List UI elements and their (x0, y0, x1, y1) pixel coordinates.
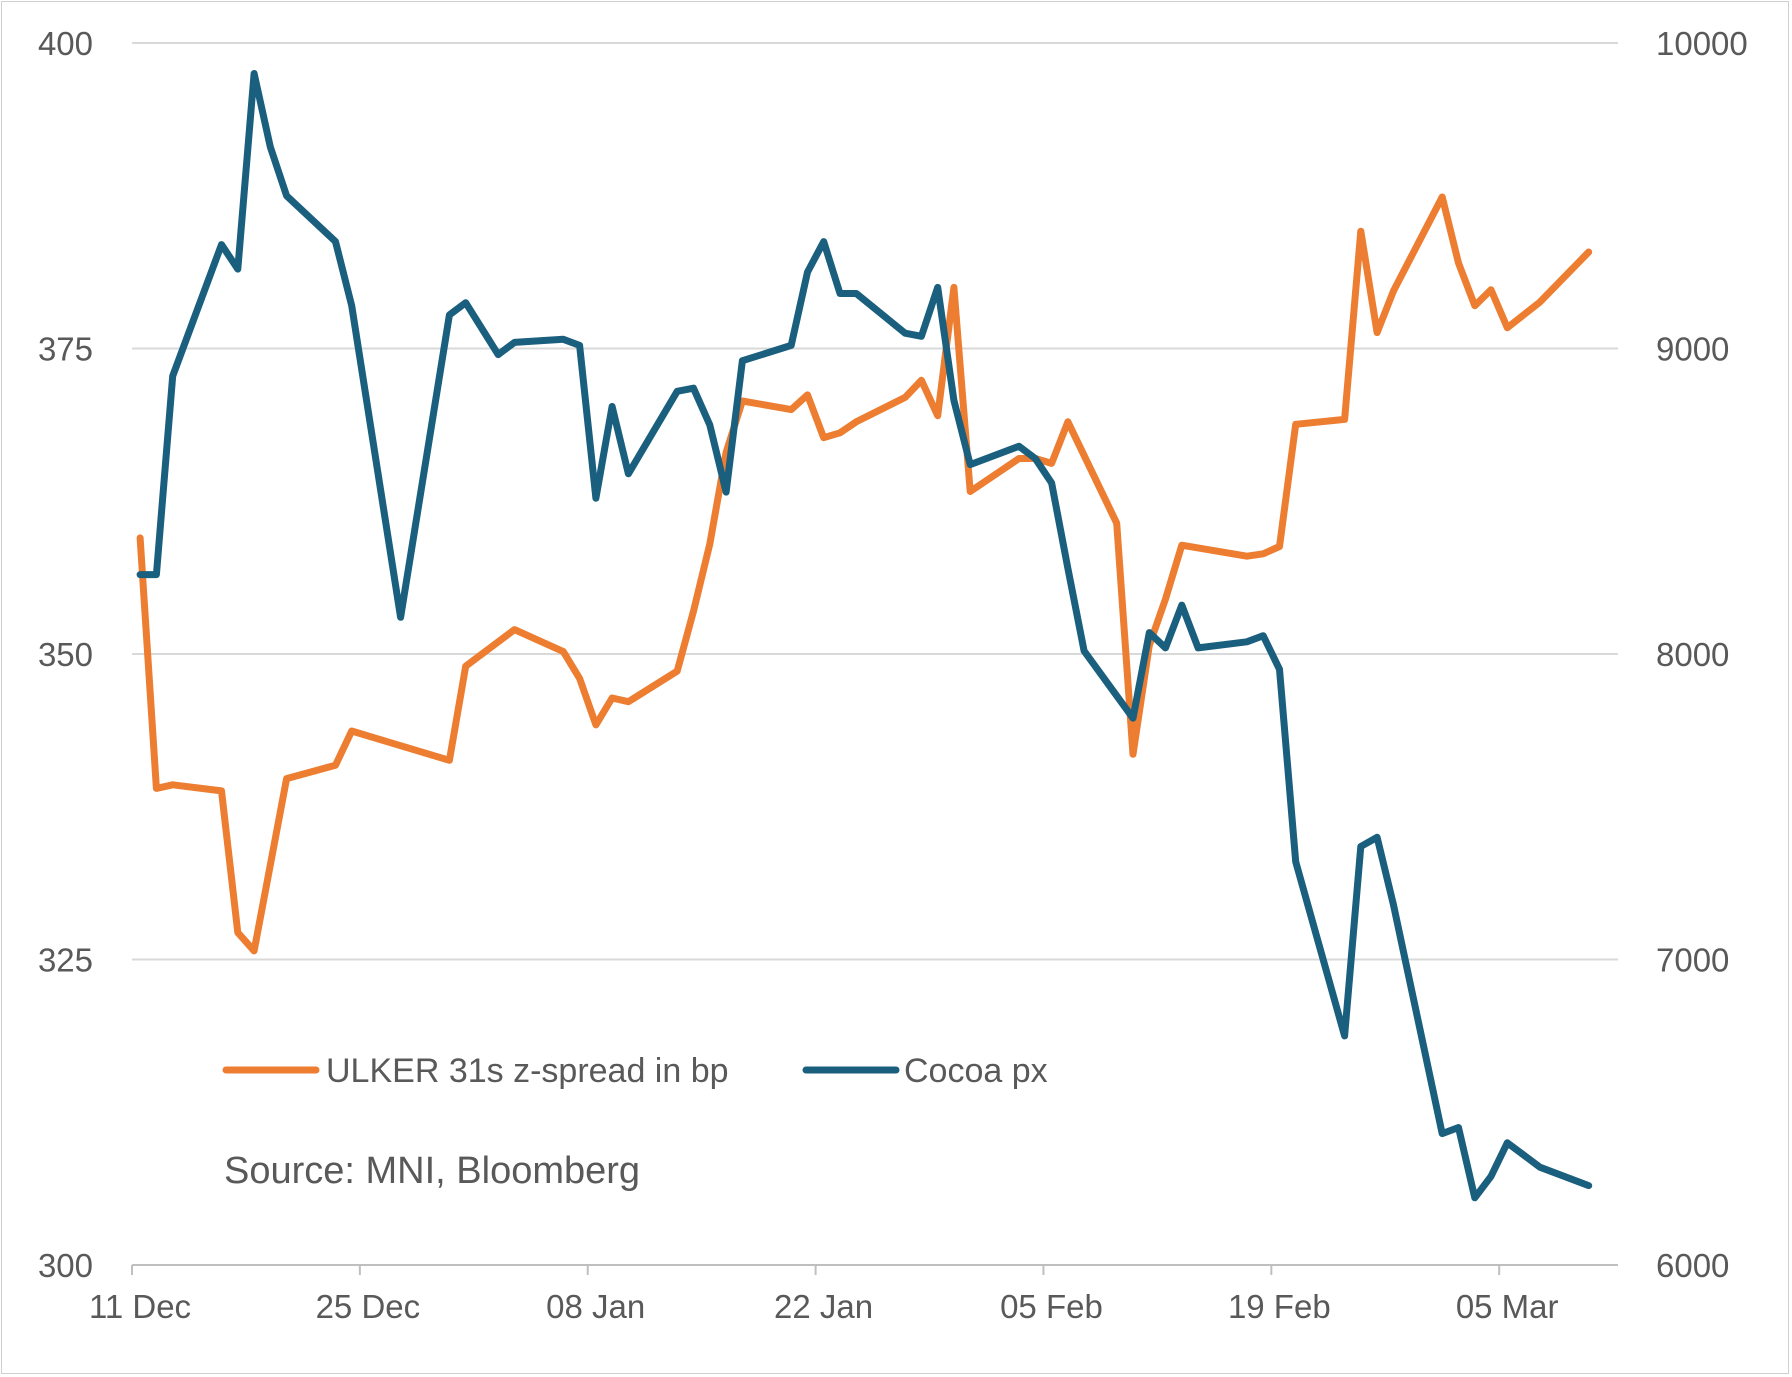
y-tick-right: 7000 (1656, 942, 1729, 979)
right-y-axis: 10000 9000 8000 7000 6000 (1656, 25, 1748, 1284)
x-tick-label: 05 Mar (1456, 1288, 1559, 1325)
y-tick-left: 300 (38, 1247, 93, 1284)
y-tick-right: 8000 (1656, 636, 1729, 673)
legend-label-cocoa: Cocoa px (904, 1052, 1048, 1090)
series-line-spread (136, 193, 1593, 955)
x-tick-label: 11 Dec (89, 1288, 191, 1325)
x-tick-label: 19 Feb (1228, 1288, 1331, 1325)
y-tick-left: 400 (38, 25, 93, 62)
left-y-axis: 400 375 350 325 300 (38, 25, 93, 1284)
y-tick-right: 10000 (1656, 25, 1748, 62)
y-tick-right: 6000 (1656, 1247, 1729, 1284)
x-tick-label: 05 Feb (1000, 1288, 1103, 1325)
x-axis (131, 1264, 1618, 1275)
legend: ULKER 31s z-spread in bp Cocoa px (222, 1052, 1048, 1090)
series-lines (136, 70, 1593, 1202)
y-tick-left: 350 (38, 636, 93, 673)
y-tick-left: 325 (38, 942, 93, 979)
grid-lines (132, 42, 1618, 961)
source-note: Source: MNI, Bloomberg (224, 1150, 640, 1192)
y-tick-right: 9000 (1656, 331, 1729, 368)
x-tick-label: 25 Dec (316, 1288, 421, 1325)
y-tick-left: 375 (38, 331, 93, 368)
legend-label-spread: ULKER 31s z-spread in bp (326, 1052, 729, 1090)
x-tick-labels: 11 Dec 25 Dec 08 Jan 22 Jan 05 Feb 19 Feb 05 M… (89, 1288, 1559, 1325)
x-tick-label: 08 Jan (546, 1288, 645, 1325)
series-line-cocoa (136, 70, 1593, 1202)
x-tick-label: 22 Jan (774, 1288, 873, 1325)
